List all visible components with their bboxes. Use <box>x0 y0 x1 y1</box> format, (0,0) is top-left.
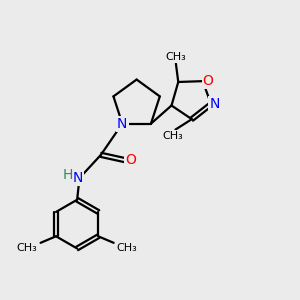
Text: CH₃: CH₃ <box>17 243 38 253</box>
Text: N: N <box>73 171 83 185</box>
Text: O: O <box>125 153 136 167</box>
Text: CH₃: CH₃ <box>117 243 137 253</box>
Text: H: H <box>63 168 74 182</box>
Text: CH₃: CH₃ <box>166 52 186 62</box>
Text: N: N <box>209 97 220 111</box>
Text: O: O <box>202 74 214 88</box>
Text: N: N <box>117 117 128 130</box>
Text: CH₃: CH₃ <box>162 131 183 141</box>
